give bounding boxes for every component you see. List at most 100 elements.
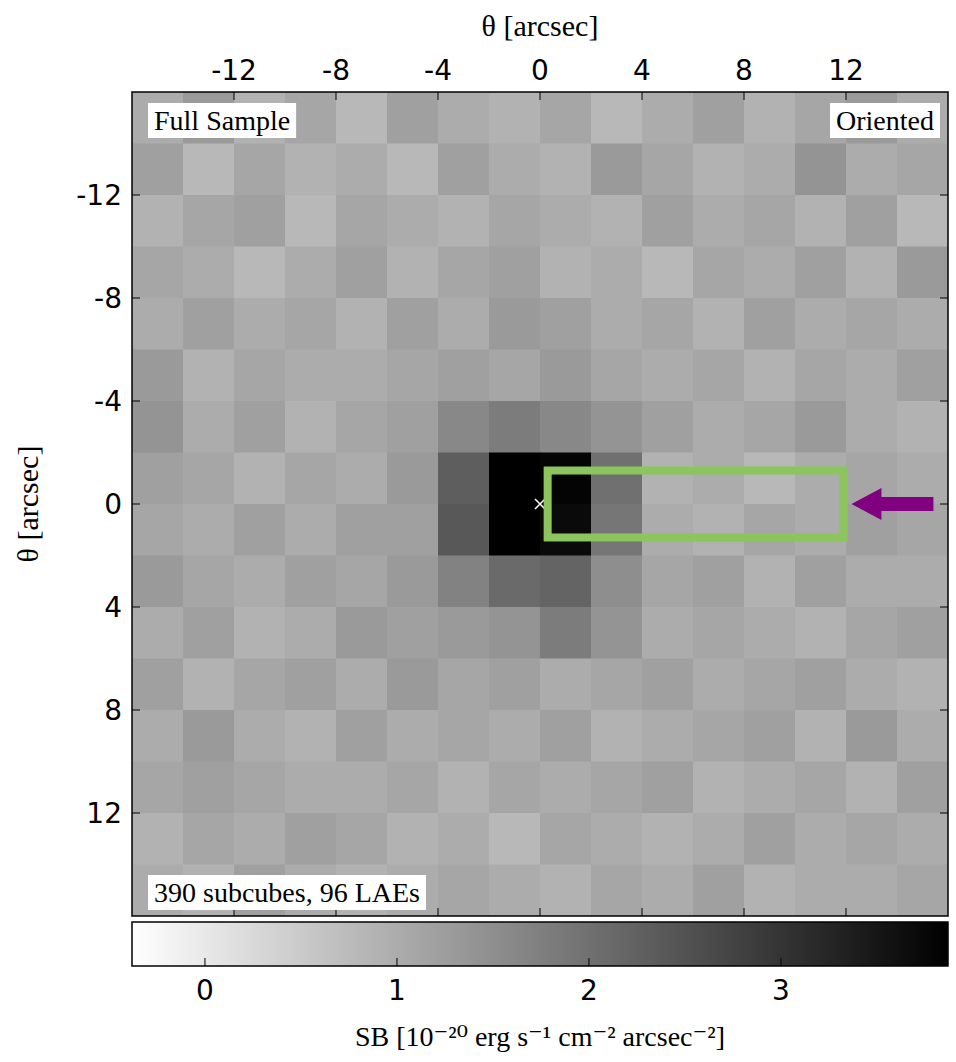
cell: [336, 556, 388, 608]
x-tick-label: 0: [531, 54, 549, 87]
cell: [183, 607, 235, 659]
cell: [489, 556, 541, 608]
cell: [693, 607, 745, 659]
cell: [336, 710, 388, 762]
cell: [591, 813, 643, 865]
cell: [642, 710, 694, 762]
cell: [438, 401, 490, 453]
cell: [642, 607, 694, 659]
cell: [795, 865, 847, 917]
label-patch: [830, 103, 940, 138]
cell: [387, 298, 439, 350]
cell: [540, 813, 592, 865]
cell: [591, 659, 643, 711]
cell: [438, 144, 490, 196]
cell: [183, 710, 235, 762]
panel-label: Full Sample: [154, 105, 290, 136]
cell: [591, 607, 643, 659]
cell: [693, 556, 745, 608]
y-tick-label: -8: [94, 282, 122, 315]
y-tick: [940, 195, 948, 196]
cell: [183, 350, 235, 402]
cell: [285, 350, 337, 402]
cell: [846, 247, 898, 299]
y-tick: [940, 298, 948, 299]
cell: [795, 813, 847, 865]
cell: [744, 813, 796, 865]
cell: [744, 350, 796, 402]
cell: [540, 762, 592, 814]
cell: [846, 607, 898, 659]
cell: [540, 92, 592, 144]
y-tick-label: 12: [86, 797, 122, 830]
cell: [540, 865, 592, 917]
colorbar-tick-label: 1: [388, 974, 406, 1007]
cell: [132, 453, 184, 505]
x-tick: [846, 908, 847, 916]
colorbar: [132, 922, 948, 966]
cell: [642, 865, 694, 917]
x-tick: [438, 908, 439, 916]
cell: [795, 607, 847, 659]
cell: [285, 659, 337, 711]
y-tick: [132, 504, 140, 505]
cell: [234, 401, 286, 453]
cell: [387, 144, 439, 196]
cell: [183, 659, 235, 711]
cell: [846, 659, 898, 711]
cell: [540, 401, 592, 453]
cell: [285, 762, 337, 814]
cell: [438, 556, 490, 608]
cell: [591, 195, 643, 247]
cell: [183, 247, 235, 299]
y-axis-title: θ [arcsec]: [11, 446, 44, 563]
x-tick-label: 4: [633, 54, 651, 87]
cell: [183, 813, 235, 865]
arrow: [851, 488, 933, 520]
cell: [540, 556, 592, 608]
cell: [591, 401, 643, 453]
cell: [642, 556, 694, 608]
cell: [336, 195, 388, 247]
cell: [744, 504, 796, 556]
cell: [132, 762, 184, 814]
cell: [489, 710, 541, 762]
cell: [438, 504, 490, 556]
cell: [591, 556, 643, 608]
cell: [336, 762, 388, 814]
cell: [897, 762, 948, 814]
cell: [846, 144, 898, 196]
cell: [642, 195, 694, 247]
cell: [795, 453, 847, 505]
cell: [387, 401, 439, 453]
cell: [540, 607, 592, 659]
cell: [744, 762, 796, 814]
cell: [540, 710, 592, 762]
cell: [693, 298, 745, 350]
cell: [132, 556, 184, 608]
cell: [183, 556, 235, 608]
x-tick: [234, 92, 235, 100]
cell: [285, 144, 337, 196]
cell: [132, 401, 184, 453]
x-tick-label: 12: [828, 54, 864, 87]
cell: [234, 350, 286, 402]
cell: [183, 762, 235, 814]
x-tick: [642, 908, 643, 916]
cell: [234, 659, 286, 711]
cell: [387, 504, 439, 556]
y-tick: [940, 813, 948, 814]
cell: [846, 710, 898, 762]
cell: [285, 607, 337, 659]
cell: [540, 195, 592, 247]
cell: [795, 298, 847, 350]
cell: [744, 298, 796, 350]
cell: [387, 350, 439, 402]
cell: [897, 865, 948, 917]
x-tick: [540, 908, 541, 916]
label-patch: [148, 875, 426, 910]
cell: [744, 710, 796, 762]
highlight-box: [548, 471, 844, 538]
cell: [693, 453, 745, 505]
cell: [846, 865, 898, 917]
